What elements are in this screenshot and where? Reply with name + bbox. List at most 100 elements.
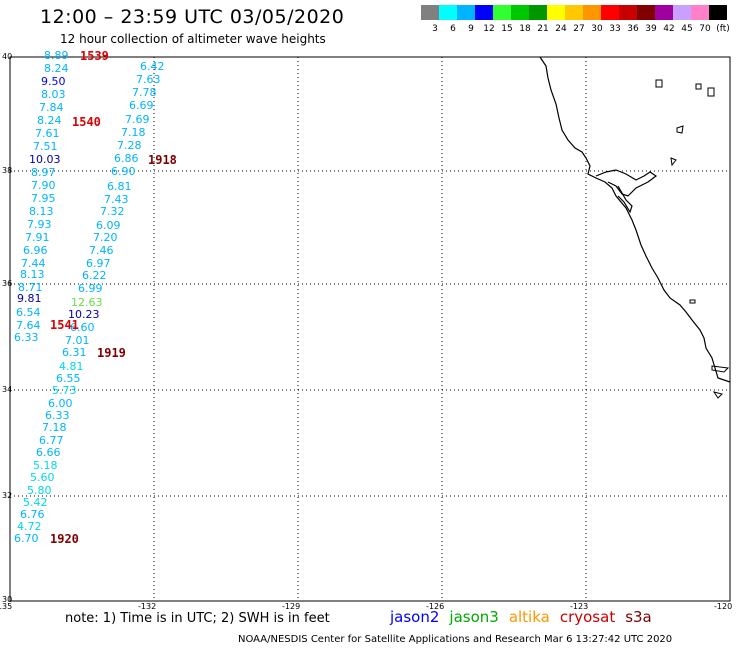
lake (676, 125, 684, 134)
wave-height-value: 10.03 (29, 153, 61, 166)
lon-tick: -135 (0, 602, 13, 611)
wave-height-value: 6.66 (36, 446, 61, 459)
lon-tick: -123 (570, 602, 589, 611)
color-swatch (673, 5, 691, 20)
wave-height-value: 7.01 (65, 334, 90, 347)
lake (689, 299, 696, 304)
island (711, 365, 730, 373)
wave-height-value: 6.96 (23, 244, 48, 257)
wave-height-value: 6.81 (107, 180, 132, 193)
color-swatch (601, 5, 619, 20)
pass-time-label: 1919 (97, 346, 126, 360)
color-swatch (619, 5, 637, 20)
wave-height-value: 8.97 (31, 166, 56, 179)
wave-height-value: 5.73 (52, 384, 77, 397)
note-text: note: 1) Time is in UTC; 2) SWH is in fe… (65, 611, 330, 626)
wave-height-value: 6.54 (16, 306, 41, 319)
wave-height-value: 6.97 (86, 257, 111, 270)
pass-time-label: 1541 (50, 318, 79, 332)
wave-height-value: 8.24 (44, 62, 69, 75)
color-swatch (529, 5, 547, 20)
color-swatch (547, 5, 565, 20)
color-scale-label: 6 (450, 24, 456, 34)
wave-height-value: 12.63 (71, 296, 103, 309)
wave-height-value: 7.95 (31, 192, 56, 205)
wave-height-value: 7.93 (27, 218, 52, 231)
wave-height-value: 4.81 (59, 360, 84, 373)
wave-height-value: 7.84 (39, 101, 64, 114)
pass-time-label: 1539 (80, 49, 109, 63)
color-swatch (637, 5, 655, 20)
wave-height-value: 5.42 (23, 496, 48, 509)
wave-height-value: 6.55 (56, 372, 81, 385)
wave-height-value: 7.20 (93, 231, 118, 244)
lake (707, 87, 715, 97)
lake (695, 83, 702, 90)
wave-height-value: 6.77 (39, 434, 64, 447)
wave-height-value: 6.00 (48, 397, 73, 410)
legend-altika: altika (508, 608, 550, 626)
color-swatch (511, 5, 529, 20)
color-scale-label: 33 (609, 24, 621, 34)
lon-tick: -132 (138, 602, 157, 611)
wave-height-value: 7.91 (25, 231, 50, 244)
wave-height-value: 6.60 (70, 321, 95, 334)
color-scale-label: 15 (501, 24, 513, 34)
wave-height-value: 6.33 (14, 331, 39, 344)
pass-time-label: 1920 (50, 532, 79, 546)
page-title: 12:00 – 23:59 UTC 03/05/2020 (40, 6, 345, 28)
wave-height-value: 9.50 (41, 75, 66, 88)
color-scale-label: 70 (699, 24, 711, 34)
wave-height-value: 7.18 (42, 421, 67, 434)
color-scale-label: 12 (483, 24, 495, 34)
wave-height-value: 7.32 (100, 205, 125, 218)
wave-height-value: 7.78 (132, 86, 157, 99)
island (712, 391, 723, 399)
wave-height-value: 6.33 (45, 409, 70, 422)
wave-height-value: 10.23 (68, 308, 100, 321)
lake (655, 79, 663, 88)
lat-tick: 30 (2, 595, 13, 604)
wave-height-value: 7.64 (16, 319, 41, 332)
color-scale-label: 9 (468, 24, 474, 34)
legend-jason3: jason3 (449, 608, 499, 626)
wave-height-value: 5.80 (27, 484, 52, 497)
wave-height-value: 7.61 (35, 127, 60, 140)
wave-height-value: 7.28 (117, 139, 142, 152)
wave-height-value: 6.99 (78, 282, 103, 295)
coastline (539, 56, 731, 383)
page-subtitle: 12 hour collection of altimeter wave hei… (60, 32, 326, 46)
color-swatch (457, 5, 475, 20)
wave-height-value: 8.03 (41, 88, 66, 101)
wave-height-value: 6.42 (140, 60, 165, 73)
color-swatch (709, 5, 727, 20)
color-swatch (475, 5, 493, 20)
lat-tick: 32 (2, 491, 13, 500)
color-scale-label: 30 (591, 24, 603, 34)
color-scale-label: 18 (519, 24, 531, 34)
color-scale-label: 45 (681, 24, 693, 34)
wave-height-value: 7.43 (104, 193, 129, 206)
wave-height-value: 5.18 (33, 459, 58, 472)
wave-height-value: 5.60 (30, 471, 55, 484)
lat-tick: 34 (2, 385, 13, 394)
color-swatch (655, 5, 673, 20)
wave-height-value: 6.31 (62, 346, 87, 359)
lat-tick: 40 (2, 52, 13, 61)
wave-height-value: 6.69 (129, 99, 154, 112)
wave-height-value: 4.72 (17, 520, 42, 533)
wave-height-value: 7.51 (33, 140, 58, 153)
color-scale-label: 42 (663, 24, 675, 34)
color-scale-label: 21 (537, 24, 549, 34)
wave-height-value: 8.71 (18, 281, 43, 294)
wave-height-value: 6.09 (96, 219, 121, 232)
color-scale-label: (ft) (716, 24, 730, 34)
legend-s3a: s3a (625, 608, 652, 626)
color-swatch (439, 5, 457, 20)
delta (617, 185, 633, 214)
color-scale-label: 24 (555, 24, 567, 34)
color-scale-label: 3 (432, 24, 438, 34)
lat-tick: 36 (2, 279, 13, 288)
wave-height-value: 8.24 (37, 114, 62, 127)
